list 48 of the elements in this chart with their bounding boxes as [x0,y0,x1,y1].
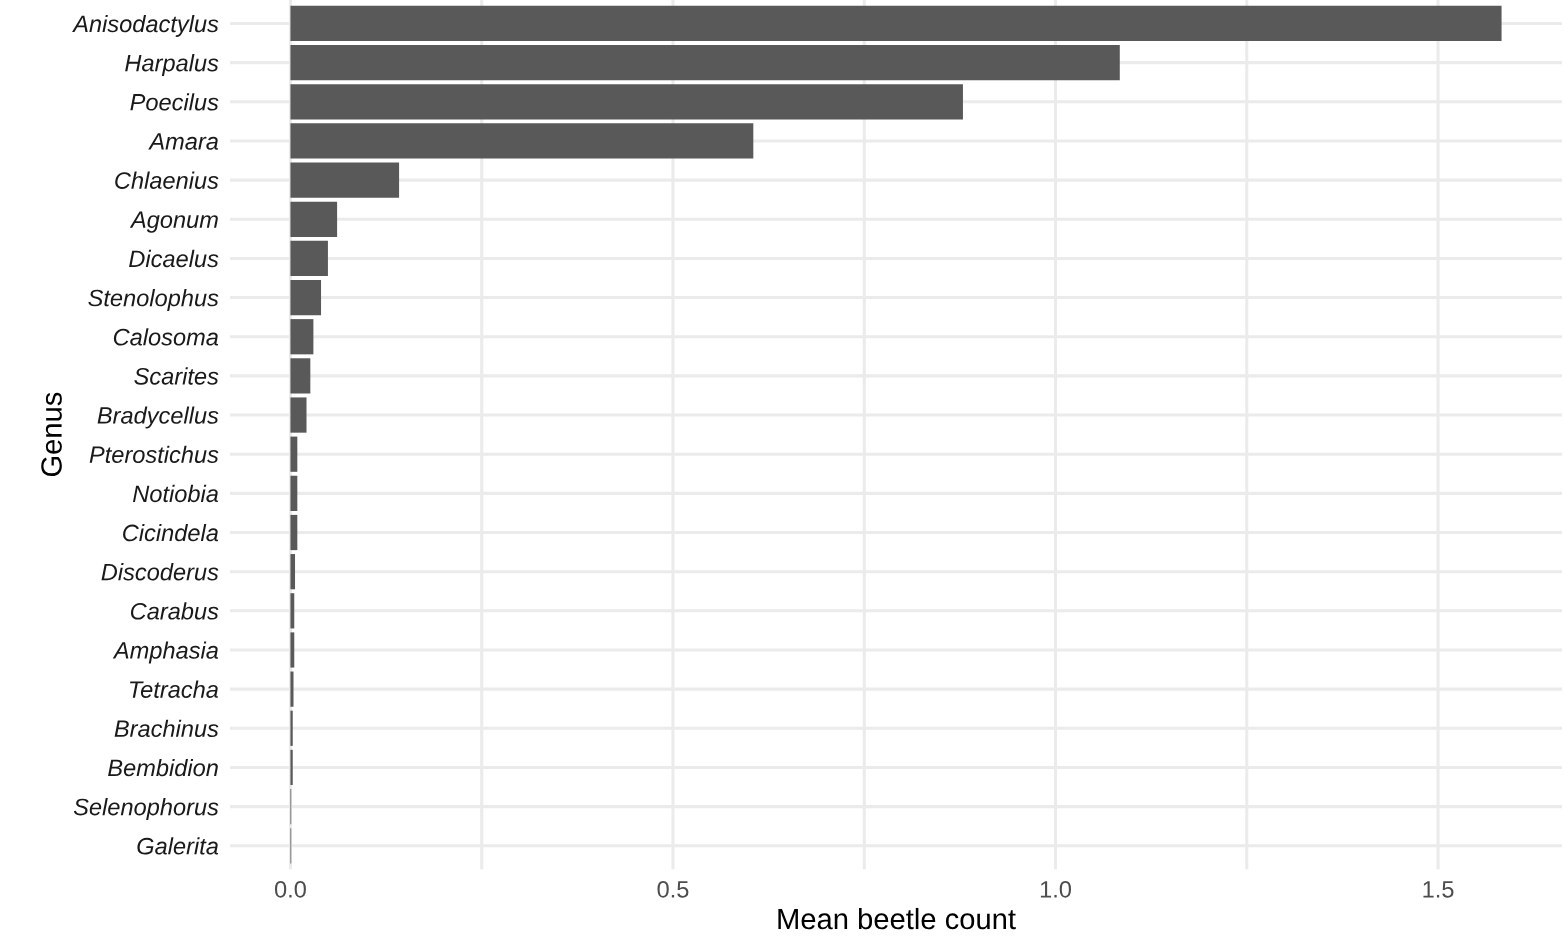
bar [290,436,298,472]
y-tick-label: Bradycellus [97,406,219,429]
bar [290,123,754,159]
y-tick-label: Brachinus [114,719,219,738]
bar [290,397,307,433]
y-tick-label: Galerita [137,837,219,855]
y-tick-label: Stenolophus [88,289,219,312]
y-tick-label: Calosoma [113,328,219,346]
x-tick-label: 0.5 [657,880,689,898]
bar [290,514,298,551]
y-tick-label: Carabus [130,602,219,620]
y-tick-label: Dicaelus [129,249,219,268]
y-tick-label: Pterostichus [89,445,219,463]
y-tick-label: Selenophorus [73,798,219,821]
y-tick-label: Notiobia [132,484,219,503]
bar [290,749,293,786]
bar [290,593,295,629]
y-tick-label: Chlaenius [115,171,219,189]
bar [290,240,328,277]
bar [290,5,1502,42]
x-tick-label: 1.5 [1423,881,1454,898]
bar [290,632,295,668]
bar [290,279,322,316]
bar [290,554,296,590]
y-tick-label: Amphasia [112,641,219,664]
y-axis-title: Genus [41,392,62,477]
x-tick-label: 1.0 [1040,880,1072,898]
bar [290,319,314,355]
bar [290,358,311,394]
bar [290,45,1120,81]
y-tick-label: Anisodactylus [72,14,219,37]
y-tick-label: Amara [148,133,219,150]
y-tick-label: Bembidion [108,758,218,777]
bar [290,671,294,707]
y-tick-label: Discoderus [101,563,219,581]
bar [290,84,963,120]
y-tick-label: Scarites [134,367,219,385]
bar [290,162,400,198]
bar [290,475,298,511]
bar [290,201,338,237]
y-tick-label: Poecilus [130,93,219,111]
y-tick-label: Tetracha [130,680,219,698]
y-tick-label: Agonum [129,211,218,233]
bar [290,710,293,746]
y-tick-label: Cicindela [123,523,219,542]
x-tick-label: 0.0 [274,880,306,898]
x-axis-title: Mean beetle count [778,907,1016,930]
y-tick-label: Harpalus [125,54,219,77]
